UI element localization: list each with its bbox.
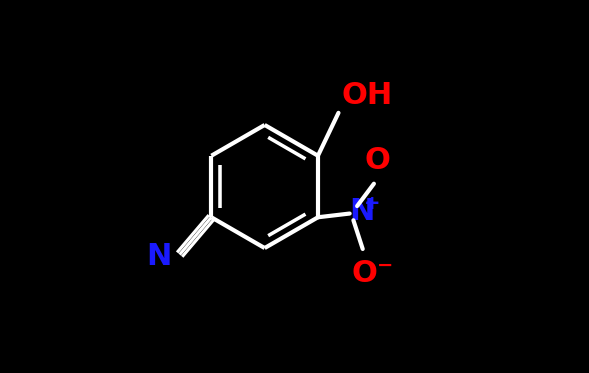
Text: OH: OH — [342, 81, 393, 110]
Text: O: O — [365, 146, 391, 175]
Text: −: − — [376, 256, 393, 275]
Text: +: + — [364, 194, 380, 213]
Text: N: N — [146, 242, 171, 271]
Text: N: N — [350, 197, 375, 226]
Text: O: O — [352, 260, 378, 288]
